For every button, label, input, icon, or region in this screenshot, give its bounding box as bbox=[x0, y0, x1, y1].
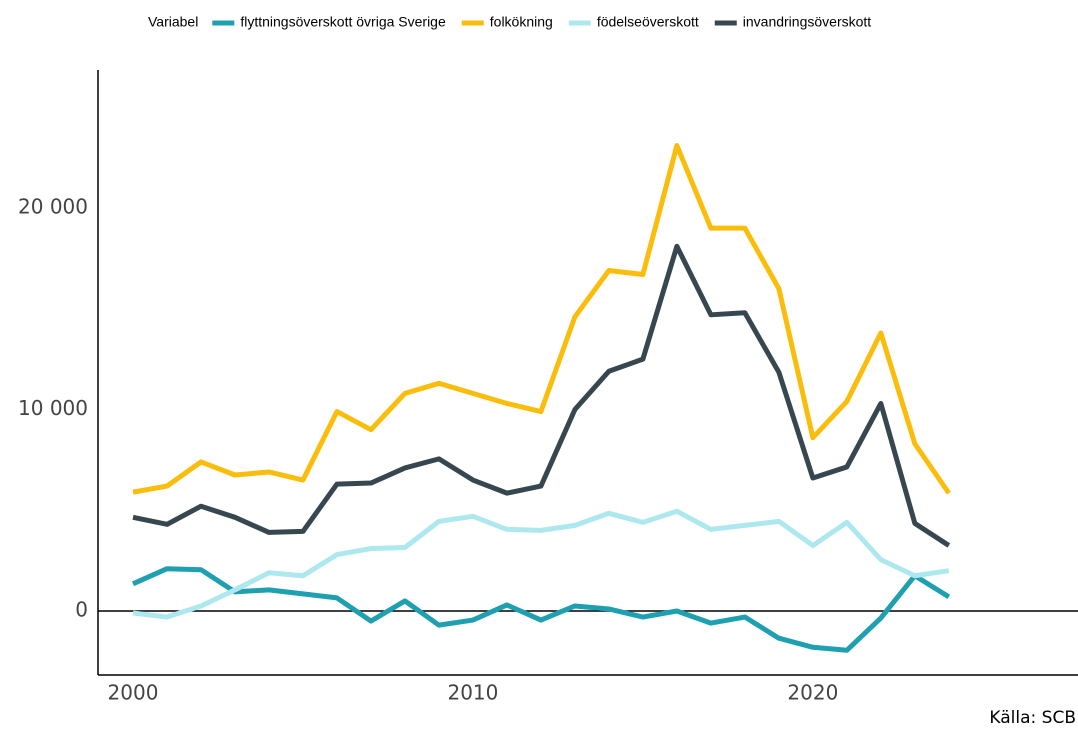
legend-label: födelseöverskott bbox=[597, 14, 699, 30]
line-series bbox=[132, 143, 951, 495]
y-tick-label: 20 000 bbox=[18, 195, 88, 219]
legend-title: Variabel bbox=[148, 14, 198, 30]
line-series bbox=[132, 243, 951, 548]
x-tick-label: 2020 bbox=[787, 681, 838, 705]
y-tick-label: 0 bbox=[75, 598, 88, 622]
legend-label: flyttningsöverskott övriga Sverige bbox=[240, 14, 446, 30]
caption: Källa: SCB bbox=[989, 708, 1076, 728]
legend-label: folkökning bbox=[490, 14, 553, 30]
line-series bbox=[131, 566, 951, 653]
line-series bbox=[132, 508, 950, 620]
y-tick-label: 10 000 bbox=[18, 396, 88, 420]
x-tick-label: 2000 bbox=[108, 681, 159, 705]
x-tick-label: 2010 bbox=[447, 681, 498, 705]
legend-label: invandringsöverskott bbox=[743, 14, 872, 30]
